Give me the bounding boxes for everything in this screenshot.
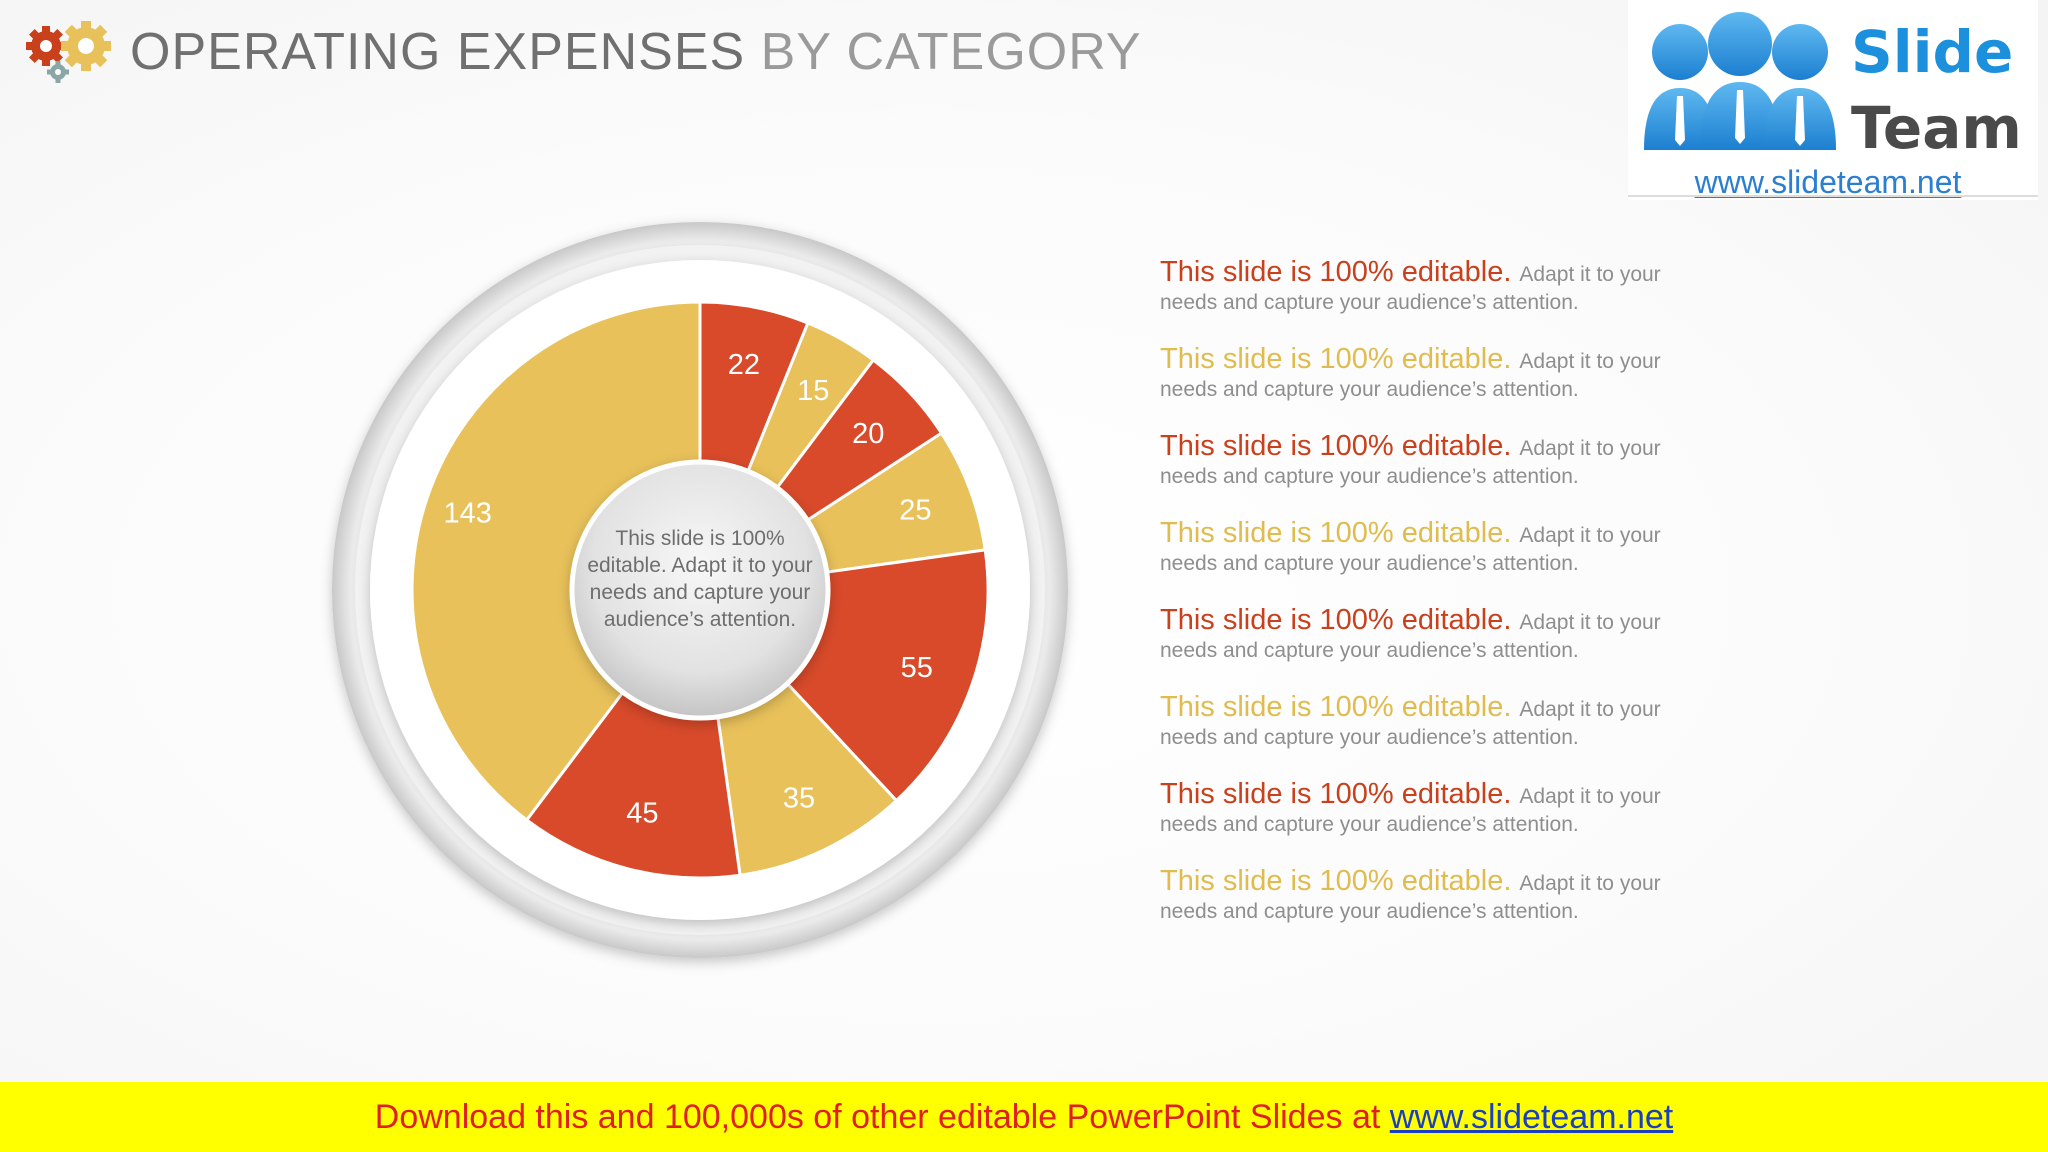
pie-slice-label-2: 15 xyxy=(797,375,829,407)
gears-icon xyxy=(26,21,111,83)
item-body-start: Adapt it to your xyxy=(1519,872,1661,895)
download-banner: Download this and 100,000s of other edit… xyxy=(0,1082,2048,1152)
item-heading-line: This slide is 100% editable. Adapt it to … xyxy=(1160,430,1720,463)
text-item: This slide is 100% editable. Adapt it to … xyxy=(1160,517,1720,604)
text-item: This slide is 100% editable. Adapt it to … xyxy=(1160,691,1720,778)
item-body-start: Adapt it to your xyxy=(1519,350,1661,373)
item-heading-line: This slide is 100% editable. Adapt it to … xyxy=(1160,691,1720,724)
text-item: This slide is 100% editable. Adapt it to … xyxy=(1160,343,1720,430)
text-items-list: This slide is 100% editable. Adapt it to … xyxy=(1160,256,1720,952)
item-heading-line: This slide is 100% editable. Adapt it to … xyxy=(1160,517,1720,550)
text-item: This slide is 100% editable. Adapt it to … xyxy=(1160,256,1720,343)
item-heading-line: This slide is 100% editable. Adapt it to … xyxy=(1160,343,1720,376)
title-sub: BY CATEGORY xyxy=(760,23,1142,81)
pie-slice-label-3: 20 xyxy=(852,418,884,450)
item-body: needs and capture your audience’s attent… xyxy=(1160,291,1579,314)
pie-slice-label-4: 25 xyxy=(899,494,931,526)
item-body-start: Adapt it to your xyxy=(1519,437,1661,460)
banner-text: Download this and 100,000s of other edit… xyxy=(374,1098,1390,1136)
pie-labels: 22 15 20 25 55 35 45 143 xyxy=(443,349,932,829)
item-body: needs and capture your audience’s attent… xyxy=(1160,726,1579,749)
people-icon xyxy=(1644,12,1836,150)
item-heading-line: This slide is 100% editable. Adapt it to … xyxy=(1160,778,1720,811)
title-main: OPERATING EXPENSES xyxy=(130,23,746,81)
item-heading-line: This slide is 100% editable. Adapt it to … xyxy=(1160,604,1720,637)
item-heading: This slide is 100% editable. xyxy=(1160,517,1512,549)
text-item: This slide is 100% editable. Adapt it to … xyxy=(1160,778,1720,865)
donut-chart: 22 15 20 25 55 35 45 143 xyxy=(332,222,1068,958)
item-heading: This slide is 100% editable. xyxy=(1160,430,1512,462)
text-item: This slide is 100% editable. Adapt it to … xyxy=(1160,430,1720,517)
logo-divider xyxy=(1628,195,2038,197)
item-body: needs and capture your audience’s attent… xyxy=(1160,552,1579,575)
item-heading: This slide is 100% editable. xyxy=(1160,691,1512,723)
pie-slice-label-7: 45 xyxy=(626,798,658,830)
logo-text-slide: Slide xyxy=(1851,18,2014,86)
item-body-start: Adapt it to your xyxy=(1519,785,1661,808)
item-body: needs and capture your audience’s attent… xyxy=(1160,813,1579,836)
logo-url-link[interactable]: www.slideteam.net xyxy=(1694,164,1962,200)
pie-slice-label-1: 22 xyxy=(728,349,760,381)
item-body: needs and capture your audience’s attent… xyxy=(1160,378,1579,401)
item-heading: This slide is 100% editable. xyxy=(1160,343,1512,375)
item-heading: This slide is 100% editable. xyxy=(1160,778,1512,810)
text-item: This slide is 100% editable. Adapt it to … xyxy=(1160,865,1720,952)
item-heading-line: This slide is 100% editable. Adapt it to … xyxy=(1160,256,1720,289)
pie-slice-label-6: 35 xyxy=(783,783,815,815)
banner-link[interactable]: www.slideteam.net xyxy=(1389,1098,1674,1136)
item-body-start: Adapt it to your xyxy=(1519,698,1661,721)
pie-slice-label-8: 143 xyxy=(443,497,491,529)
item-heading: This slide is 100% editable. xyxy=(1160,604,1512,636)
pie-slice-label-5: 55 xyxy=(901,652,933,684)
text-item: This slide is 100% editable. Adapt it to … xyxy=(1160,604,1720,691)
item-body-start: Adapt it to your xyxy=(1519,263,1661,286)
item-heading: This slide is 100% editable. xyxy=(1160,256,1512,288)
item-body-start: Adapt it to your xyxy=(1519,524,1661,547)
item-body: needs and capture your audience’s attent… xyxy=(1160,465,1579,488)
item-heading: This slide is 100% editable. xyxy=(1160,865,1512,897)
item-heading-line: This slide is 100% editable. Adapt it to … xyxy=(1160,865,1720,898)
title-area: OPERATING EXPENSES BY CATEGORY xyxy=(24,16,1142,88)
slideteam-logo: Slide Team www.slideteam.net xyxy=(1628,0,2038,200)
item-body: needs and capture your audience’s attent… xyxy=(1160,639,1579,662)
item-body: needs and capture your audience’s attent… xyxy=(1160,900,1579,923)
logo-text-team: Team xyxy=(1851,94,2022,162)
slide-title: OPERATING EXPENSES BY CATEGORY xyxy=(130,22,1142,82)
center-text: This slide is 100% editable. Adapt it to… xyxy=(587,527,813,631)
center-hub xyxy=(569,459,831,721)
item-body-start: Adapt it to your xyxy=(1519,611,1661,634)
pie-slice-8 xyxy=(410,300,702,823)
